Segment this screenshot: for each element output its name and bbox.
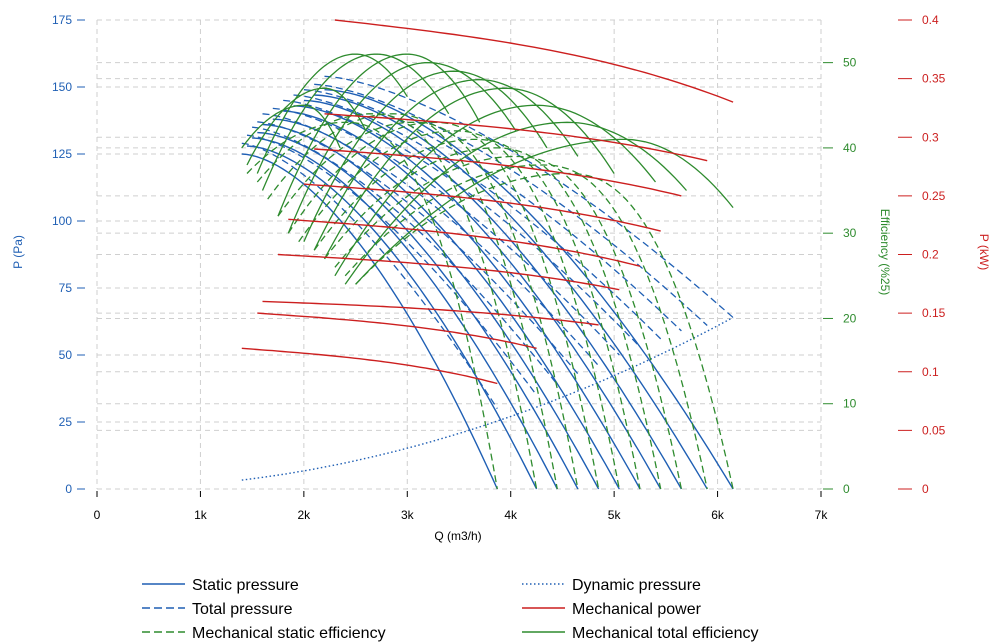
y-power-tick-label: 0.05 bbox=[922, 423, 946, 437]
x-tick-label: 4k bbox=[504, 508, 518, 522]
static-pressure-curve bbox=[324, 89, 734, 490]
static-pressure-curve bbox=[283, 110, 641, 490]
static-pressure-curve bbox=[241, 153, 498, 490]
total-pressure-curve bbox=[324, 75, 734, 318]
total-efficiency-curve bbox=[241, 104, 341, 149]
x-tick-label: 1k bbox=[194, 508, 208, 522]
total-efficiency-curve bbox=[261, 53, 450, 191]
mechanical-power-curve bbox=[277, 253, 620, 291]
svg-text:Total pressure: Total pressure bbox=[192, 601, 293, 618]
mechanical-power-curve bbox=[241, 347, 498, 385]
y-efficiency-tick-label: 10 bbox=[843, 397, 857, 411]
y-left-tick-label: 75 bbox=[59, 281, 73, 295]
static-efficiency-curve bbox=[355, 172, 734, 490]
static-efficiency-curve bbox=[267, 113, 558, 490]
y-power-tick-label: 0.15 bbox=[922, 306, 946, 320]
static-pressure-curve bbox=[257, 131, 579, 490]
x-axis-title: Q (m3/h) bbox=[434, 529, 481, 543]
y-left-tick-label: 50 bbox=[59, 348, 73, 362]
x-tick-label: 7k bbox=[815, 508, 829, 522]
legend-item-mechanical-total-efficiency: Mechanical total efficiency bbox=[522, 625, 758, 642]
svg-text:Mechanical static efficiency: Mechanical static efficiency bbox=[192, 625, 386, 642]
x-tick-label: 3k bbox=[401, 508, 415, 522]
static-efficiency-curve bbox=[313, 138, 641, 490]
static-efficiency-curve bbox=[277, 121, 579, 490]
static-efficiency-curve bbox=[256, 113, 538, 490]
y-left-tick-label: 125 bbox=[52, 147, 72, 161]
y-power-tick-label: 0.25 bbox=[922, 189, 946, 203]
mechanical-power-curve bbox=[314, 148, 682, 197]
total-efficiency-curve bbox=[303, 70, 548, 242]
y-power-tick-label: 0.35 bbox=[922, 72, 946, 86]
y-efficiency-tick-label: 0 bbox=[843, 482, 850, 496]
y-efficiency-tick-label: 30 bbox=[843, 226, 857, 240]
y-efficiency-tick-label: 50 bbox=[843, 56, 857, 70]
total-pressure-curve bbox=[241, 142, 498, 409]
mechanical-power-curve bbox=[303, 183, 661, 232]
total-efficiency-curve bbox=[344, 121, 687, 285]
x-tick-label: 6k bbox=[711, 508, 725, 522]
total-efficiency-curve bbox=[256, 53, 408, 174]
y-axis-efficiency-title: Efficiency (%25) bbox=[878, 209, 892, 295]
legend-item-dynamic-pressure: Dynamic pressure bbox=[522, 577, 701, 594]
static-pressure-curve bbox=[262, 123, 600, 490]
total-pressure-curve bbox=[272, 107, 620, 356]
svg-text:Static pressure: Static pressure bbox=[192, 577, 299, 594]
y-power-tick-label: 0.4 bbox=[922, 13, 939, 27]
total-pressure-curve bbox=[303, 89, 682, 332]
total-efficiency-curve bbox=[287, 61, 517, 234]
mechanical-power-curve bbox=[262, 300, 599, 326]
y-power-tick-label: 0.2 bbox=[922, 248, 939, 262]
y-left-tick-label: 100 bbox=[52, 214, 72, 228]
legend-item-mechanical-power: Mechanical power bbox=[522, 601, 702, 618]
total-pressure-curve bbox=[293, 94, 662, 340]
axes: 0 1k 2k 3k 4k 5k 6k 7k 0 25 50 75 100 125 150 175 0 10 20 3… bbox=[52, 13, 946, 522]
y-left-tick-label: 0 bbox=[65, 482, 72, 496]
static-pressure-curve bbox=[252, 137, 558, 490]
static-pressure-curve bbox=[293, 105, 662, 490]
static-efficiency-curve bbox=[323, 147, 662, 490]
y-power-tick-label: 0 bbox=[922, 482, 929, 496]
total-efficiency-curve bbox=[323, 87, 615, 260]
total-efficiency-curve bbox=[246, 87, 367, 166]
legend-item-total-pressure: Total pressure bbox=[142, 601, 293, 618]
total-pressure-curve bbox=[314, 83, 708, 326]
y-left-tick-label: 150 bbox=[52, 80, 72, 94]
total-pressure-curve bbox=[257, 121, 579, 375]
total-efficiency-curve bbox=[355, 138, 734, 285]
legend: Static pressure Dynamic pressure Total p… bbox=[142, 577, 758, 642]
mechanical-power-curve bbox=[324, 113, 708, 162]
curves bbox=[241, 19, 734, 490]
y-left-tick-label: 25 bbox=[59, 415, 73, 429]
static-pressure-curve bbox=[303, 99, 683, 490]
total-pressure-curve bbox=[283, 99, 641, 348]
svg-text:Mechanical total efficiency: Mechanical total efficiency bbox=[572, 625, 758, 642]
y-axis-left-title: P (Pa) bbox=[11, 235, 25, 269]
y-power-tick-label: 0.3 bbox=[922, 130, 939, 144]
static-pressure-curve bbox=[246, 145, 538, 490]
y-left-tick-label: 175 bbox=[52, 13, 72, 27]
static-efficiency-curve bbox=[334, 155, 683, 490]
y-power-tick-label: 0.1 bbox=[922, 365, 939, 379]
svg-text:Dynamic pressure: Dynamic pressure bbox=[572, 577, 701, 594]
total-efficiency-curve bbox=[313, 79, 579, 251]
x-tick-label: 0 bbox=[94, 508, 101, 522]
x-tick-label: 5k bbox=[608, 508, 622, 522]
grid bbox=[96, 19, 822, 490]
mechanical-power-curve bbox=[334, 19, 734, 103]
legend-item-static-pressure: Static pressure bbox=[142, 577, 299, 594]
y-efficiency-tick-label: 20 bbox=[843, 311, 857, 325]
svg-text:Mechanical power: Mechanical power bbox=[572, 601, 702, 618]
static-efficiency-curve bbox=[344, 164, 708, 490]
mechanical-power-curve bbox=[257, 312, 537, 349]
total-efficiency-curve bbox=[277, 53, 481, 217]
dynamic-pressure-curve bbox=[241, 316, 734, 481]
mechanical-power-curve bbox=[288, 218, 641, 267]
y-efficiency-tick-label: 40 bbox=[843, 141, 857, 155]
legend-item-mechanical-static-efficiency: Mechanical static efficiency bbox=[142, 625, 386, 642]
x-tick-label: 2k bbox=[298, 508, 312, 522]
y-axis-power-title: P (kW) bbox=[977, 234, 991, 270]
